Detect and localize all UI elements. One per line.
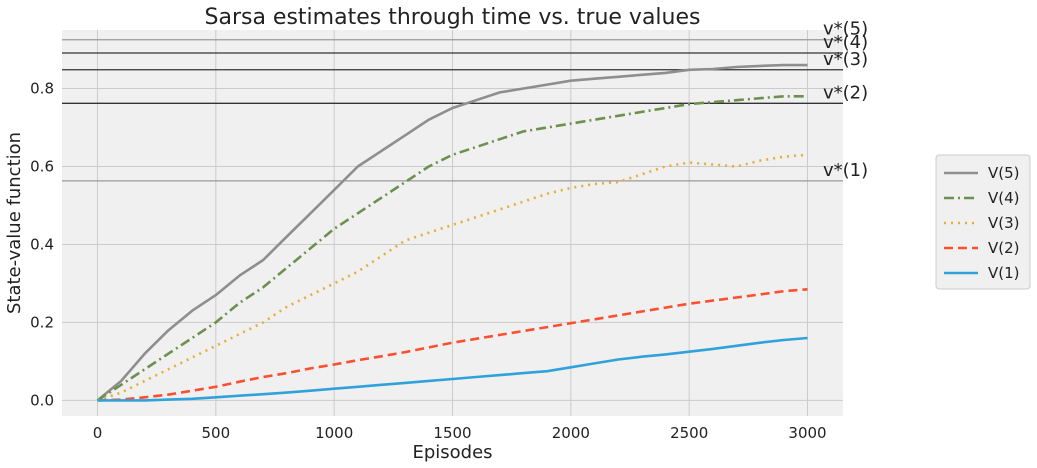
y-tick-label-4: 0.8 xyxy=(30,79,54,97)
y-tick-label-2: 0.4 xyxy=(30,235,54,253)
reference-label-1: v*(4) xyxy=(823,32,868,53)
reference-label-2: v*(3) xyxy=(823,49,868,70)
series-line-4 xyxy=(97,336,808,402)
grid xyxy=(62,30,843,416)
legend-label-3: V(2) xyxy=(988,239,1020,257)
x-tick-label-6: 3000 xyxy=(788,424,826,442)
legend-box xyxy=(935,154,1031,290)
legend-label-1: V(4) xyxy=(988,189,1020,207)
tick-labels: 0 500 1000 1500 2000 2500 3000 0.0 0.2 0.4 0.6 0.8 xyxy=(30,79,826,442)
x-tick-label-1: 500 xyxy=(202,424,231,442)
y-tick-label-0: 0.0 xyxy=(30,391,54,409)
x-tick-label-5: 2500 xyxy=(670,424,708,442)
legend: V(5) V(4) V(3) V(2) V(1) xyxy=(935,154,1031,290)
reference-lines: v*(5)v*(4)v*(3) v*(2) v*(1) xyxy=(62,19,868,182)
series-lines xyxy=(96,63,808,402)
x-tick-label-3: 1500 xyxy=(433,424,471,442)
chart-title: Sarsa estimates through time vs. true va… xyxy=(205,5,701,30)
reference-label-4: v*(1) xyxy=(823,160,868,181)
y-tick-label-1: 0.2 xyxy=(30,313,54,331)
x-tick-label-0: 0 xyxy=(93,424,103,442)
legend-label-0: V(5) xyxy=(988,164,1020,182)
y-axis-label: State-value function xyxy=(4,132,25,314)
x-axis-label: Episodes xyxy=(412,442,492,463)
x-tick-label-4: 2000 xyxy=(552,424,590,442)
y-tick-label-3: 0.6 xyxy=(30,157,54,175)
reference-label-0: v*(5) xyxy=(823,19,868,40)
x-tick-label-2: 1000 xyxy=(315,424,353,442)
series-line-3 xyxy=(97,288,808,402)
reference-label-3: v*(2) xyxy=(823,82,868,103)
series-line-0 xyxy=(96,63,808,402)
legend-label-4: V(1) xyxy=(988,264,1020,282)
series-line-1 xyxy=(96,95,808,402)
legend-label-2: V(3) xyxy=(988,214,1020,232)
